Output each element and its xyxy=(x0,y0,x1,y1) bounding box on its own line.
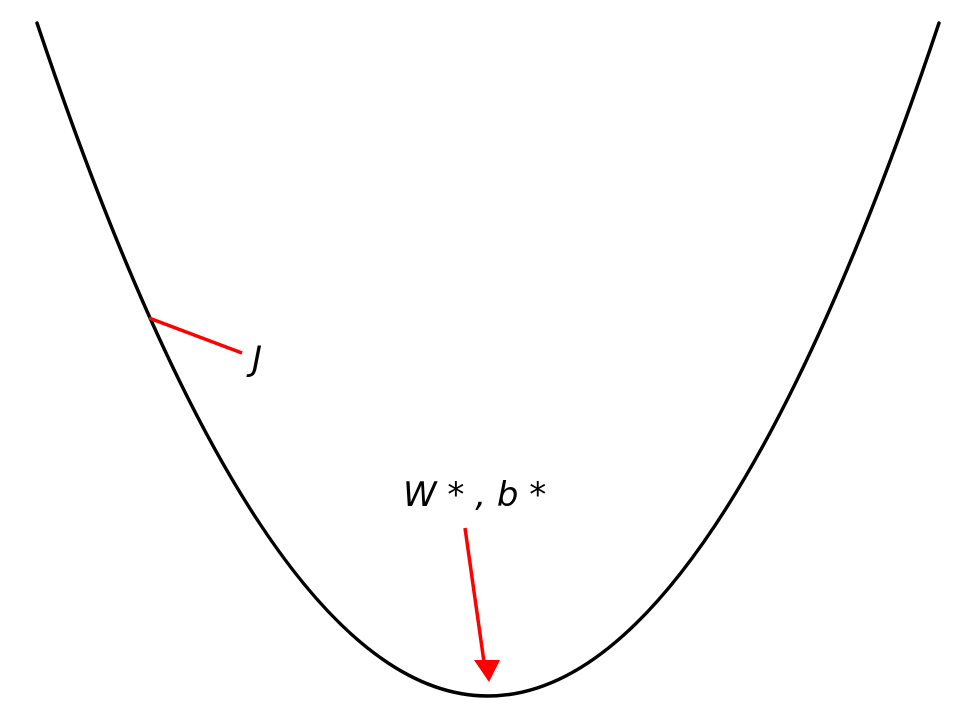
minimum-arrowhead xyxy=(474,660,500,682)
minimum-label: W * , b * xyxy=(403,475,546,515)
cost-curve xyxy=(35,21,941,698)
minimum-arrow-shaft xyxy=(463,527,486,663)
cost-pointer-line xyxy=(148,316,243,355)
